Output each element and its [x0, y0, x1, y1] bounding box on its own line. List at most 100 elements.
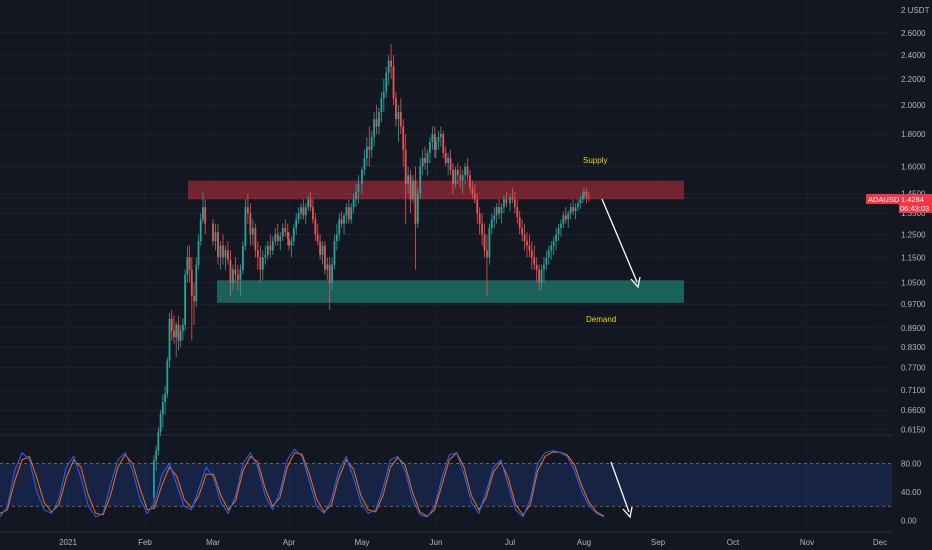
candle [416, 187, 419, 228]
last-price-tag: ADAUSDT 1.4264 06:43:03 [866, 194, 932, 213]
forecast-arrow [601, 198, 638, 283]
candle [399, 98, 402, 135]
time-tick-label: Jun [430, 538, 443, 547]
price-axis[interactable]: 2.60002.40002.20002.00001.80001.60001.45… [901, 29, 926, 435]
candle-body [297, 213, 300, 220]
candle-body [281, 227, 284, 237]
candle [157, 427, 160, 456]
candle [486, 234, 488, 296]
forecast-arrow-head [630, 276, 641, 289]
candle-body [513, 199, 516, 208]
candle-body [466, 166, 469, 176]
candle [528, 234, 531, 258]
candle [264, 245, 267, 265]
time-axis[interactable]: 2021 Feb Mar Apr May Jun Jul Aug Sep Oct Nov Dec [0, 531, 892, 547]
time-tick-label: Mar [206, 538, 220, 547]
candle [333, 234, 336, 270]
candle [498, 199, 500, 220]
price-tick-label: 0.7700 [901, 364, 926, 373]
stoch-rsi-pane[interactable]: 80.00 40.00 0.00 [0, 448, 922, 526]
candle [481, 213, 483, 246]
price-tick-label: 0.7100 [901, 386, 926, 395]
candle-body [256, 250, 259, 258]
candle [168, 312, 171, 368]
candle [435, 137, 437, 159]
candle [488, 223, 491, 265]
candle [175, 321, 178, 358]
candle-body [564, 215, 567, 220]
candle-body [161, 401, 164, 415]
candlestick-series[interactable] [153, 43, 590, 510]
candle [419, 158, 422, 200]
candle-body [557, 227, 560, 235]
demand-label: Demand [586, 315, 616, 324]
candle-body [197, 241, 200, 265]
candle [385, 66, 388, 99]
candle-body [295, 219, 298, 228]
candle-body [177, 324, 180, 341]
candle [382, 78, 385, 113]
candle [569, 203, 572, 220]
candle-body [335, 234, 338, 242]
candle [352, 193, 355, 214]
candle-body [274, 234, 277, 242]
candle [409, 169, 412, 214]
candle-body [269, 245, 272, 251]
candle-body [307, 199, 310, 208]
candle-body [186, 257, 189, 275]
candle-body [170, 318, 173, 332]
currency-label: 2 USDT [901, 6, 930, 15]
candle [454, 166, 457, 188]
candle [159, 410, 162, 437]
candle [343, 213, 345, 235]
candle-body [292, 227, 295, 242]
candle [302, 199, 305, 220]
candle [447, 153, 450, 176]
candle-body [153, 460, 155, 498]
candle [579, 195, 582, 210]
candle-body [288, 238, 290, 246]
candle [229, 250, 232, 296]
candle [173, 315, 175, 344]
candle [304, 203, 307, 224]
candle-body [577, 203, 579, 208]
candle-body [572, 207, 574, 212]
candle-body [361, 169, 363, 185]
candle-body [509, 197, 511, 204]
candle-body [222, 245, 224, 258]
candle-body [547, 250, 550, 258]
candle-body [214, 232, 217, 242]
candle-body [175, 324, 178, 338]
candle [281, 223, 284, 242]
time-tick-label: Nov [800, 538, 814, 547]
time-tick-label: Dec [873, 538, 887, 547]
price-tick-label: 2.6000 [901, 29, 926, 38]
candle [177, 315, 180, 351]
candle [375, 105, 378, 135]
candle [170, 309, 173, 341]
price-tick-label: 1.8000 [901, 130, 926, 139]
candle-body [179, 331, 182, 341]
bar-countdown: 06:43:03 [900, 204, 929, 213]
candle-body [555, 234, 557, 242]
candle-body [495, 207, 498, 216]
candle [350, 203, 353, 224]
candle-body [237, 274, 239, 280]
candle [254, 223, 257, 258]
candle-body [505, 199, 508, 204]
candle [395, 91, 397, 127]
candle [552, 236, 555, 255]
time-tick-label: Feb [138, 538, 152, 547]
candle-body [390, 60, 393, 67]
candle-body [326, 264, 329, 270]
candle [550, 241, 553, 260]
candle [437, 131, 440, 150]
price-tick-label: 1.1500 [901, 253, 926, 262]
candle-body [193, 295, 195, 302]
candle-body [476, 199, 479, 214]
candle-body [375, 119, 378, 127]
candle [557, 223, 560, 242]
candle [368, 126, 371, 167]
candle [540, 264, 543, 291]
candle [288, 232, 290, 251]
